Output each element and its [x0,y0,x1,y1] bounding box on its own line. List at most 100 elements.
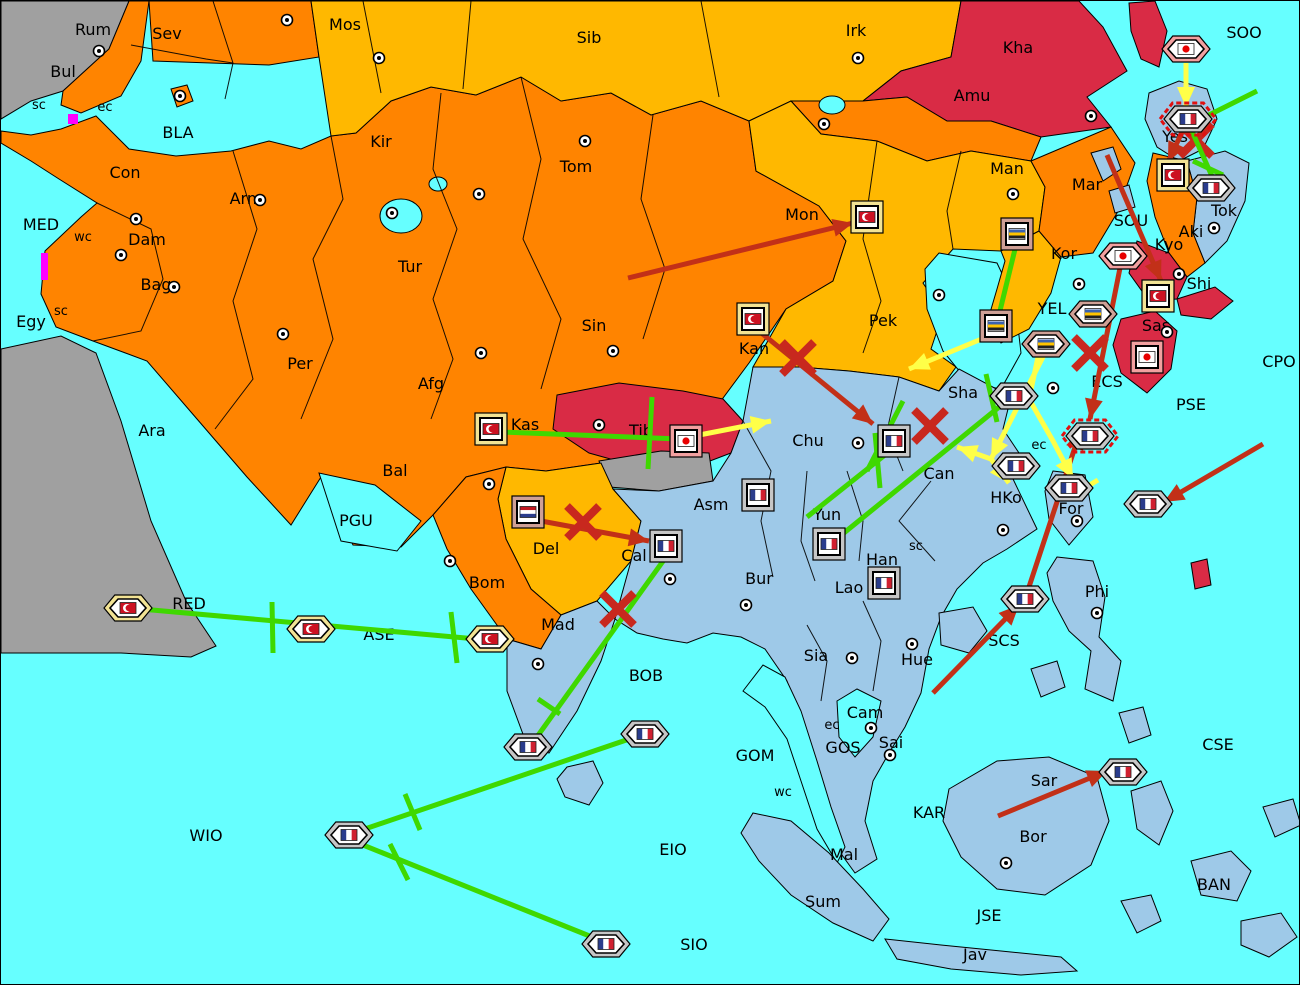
france-fleet-unit[interactable] [1123,490,1173,518]
supply-center-dot [932,288,946,302]
france-fleet-unit[interactable] [989,382,1039,410]
france-fleet-unit[interactable] [581,930,631,958]
region-bom[interactable] [432,466,562,650]
france-army-unit[interactable] [741,478,775,512]
region-africa-offmap[interactable] [1,335,217,658]
order-red [627,219,854,281]
france-army-unit[interactable] [649,529,683,563]
turkey-army-unit[interactable] [736,302,770,336]
province-border [520,76,562,390]
sea-label-GOS: GOS [825,738,860,757]
japan-fleet-unit[interactable] [1098,242,1148,270]
britain-army-unit[interactable] [511,495,545,529]
province-label-Egy: Egy [16,312,46,331]
province-border [846,470,864,562]
japan-fleet-unit[interactable] [1161,35,1211,63]
turkey-fleet-unit[interactable] [286,615,336,643]
region-gos-sea[interactable] [836,688,882,758]
china-army-unit[interactable] [1000,217,1034,251]
order-failed-x [1071,334,1109,372]
france-fleet-unit[interactable] [1044,474,1094,502]
order-red [1104,154,1164,282]
region-se-asia[interactable] [611,366,1038,874]
turkey-army-unit[interactable] [850,200,884,234]
province-label-Sar: Sar [1031,771,1058,790]
order-support-tick [448,611,460,664]
france-fleet-unit[interactable] [991,452,1041,480]
turkey-fleet-unit[interactable] [103,594,153,622]
region-ryukyu[interactable] [1190,558,1212,590]
order-arrowhead [1085,397,1103,419]
china-fleet-unit[interactable] [1068,300,1118,328]
france-fleet-unit[interactable] [1186,174,1236,202]
province-border [462,1,472,90]
region-borneo[interactable] [942,756,1110,896]
region-gom-sea[interactable] [742,664,846,865]
order-failed-x [599,590,637,628]
region-sev-north[interactable] [148,1,320,66]
france-army-unit[interactable] [812,527,846,561]
supply-center-dot [472,187,486,201]
region-shi[interactable] [1176,286,1234,320]
region-phi3[interactable] [1118,706,1152,744]
province-label-Afg: Afg [418,374,444,393]
region-hainan[interactable] [938,606,988,654]
province-label-Irk: Irk [846,21,867,40]
region-celebes5[interactable] [1262,798,1300,838]
supply-center-dot [1072,277,1086,291]
province-label-Mad: Mad [541,615,575,634]
turkey-army-unit[interactable] [1156,158,1190,192]
japan-army-unit[interactable] [669,424,703,458]
province-label-Sha: Sha [948,383,978,402]
region-java[interactable] [884,938,1079,976]
order-arrowhead [957,445,979,463]
region-celebes1[interactable] [1130,780,1174,846]
province-label-Kor: Kor [1051,244,1077,263]
region-celebes3[interactable] [1240,912,1298,958]
coast-label-sc: sc [32,98,46,113]
france-fleet-unit[interactable] [620,720,670,748]
lake-baikal [818,95,846,115]
region-sumatra[interactable] [740,812,890,942]
supply-center-dot [1160,325,1174,339]
province-border [130,44,234,64]
dislodged-france-fleet-unit[interactable] [1158,101,1218,137]
province-label-Arm: Arm [230,189,263,208]
order-green [1188,127,1225,185]
japan-army-unit[interactable] [1130,340,1164,374]
turkey-fleet-unit[interactable] [465,625,515,653]
region-ceylon[interactable] [556,760,604,806]
region-celebes4[interactable] [1120,894,1162,934]
province-label-Sai: Sai [879,733,903,752]
province-label-Tok: Tok [1210,201,1238,220]
china-army-unit[interactable] [979,309,1013,343]
region-phi2[interactable] [1030,660,1066,698]
france-fleet-unit[interactable] [1000,585,1050,613]
france-army-unit[interactable] [867,566,901,600]
china-fleet-unit[interactable] [1021,330,1071,358]
dislodged-france-fleet-unit[interactable] [1060,418,1120,454]
france-fleet-unit[interactable] [1098,758,1148,786]
supply-center-dot [253,193,267,207]
province-label-Han: Han [866,550,898,569]
turkey-army-unit[interactable] [474,412,508,446]
region-sakhalin[interactable] [1128,1,1168,68]
region-celebes2[interactable] [1190,850,1252,902]
turkey-army-unit[interactable] [1141,279,1175,313]
supply-center-dot [739,598,753,612]
france-fleet-unit[interactable] [503,733,553,761]
france-army-unit[interactable] [877,424,911,458]
province-label-Bor: Bor [1019,827,1047,846]
coast-label-ec: ec [824,718,839,733]
region-balkans[interactable] [60,1,150,114]
france-fleet-unit[interactable] [324,821,374,849]
region-phi[interactable] [1046,556,1122,702]
sea-label-SOO: SOO [1226,23,1261,42]
order-green [500,396,680,470]
province-border [898,480,936,562]
region-pgu-sea[interactable] [318,472,422,552]
province-label-Mal: Mal [830,845,858,864]
province-label-Ara: Ara [138,421,165,440]
province-label-Man: Man [990,159,1024,178]
